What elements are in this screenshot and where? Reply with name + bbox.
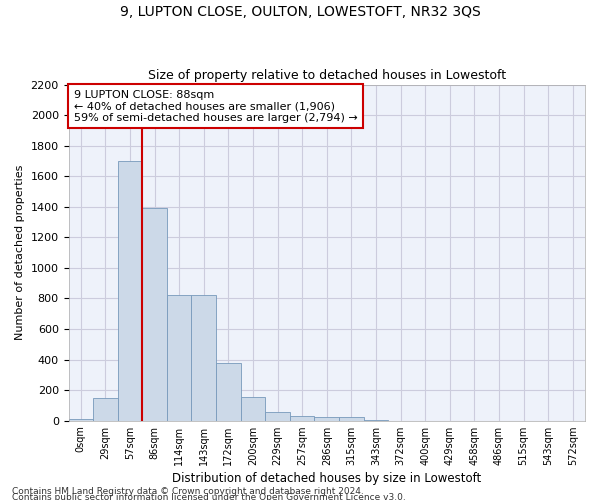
- Bar: [290, 416, 314, 420]
- Text: 9 LUPTON CLOSE: 88sqm
← 40% of detached houses are smaller (1,906)
59% of semi-d: 9 LUPTON CLOSE: 88sqm ← 40% of detached …: [74, 90, 358, 123]
- Bar: [241, 397, 265, 420]
- Bar: [265, 412, 290, 420]
- X-axis label: Distribution of detached houses by size in Lowestoft: Distribution of detached houses by size …: [172, 472, 481, 485]
- Bar: [339, 417, 364, 420]
- Bar: [68, 419, 93, 420]
- Bar: [191, 294, 216, 420]
- Y-axis label: Number of detached properties: Number of detached properties: [15, 165, 25, 340]
- Bar: [142, 208, 167, 420]
- Title: Size of property relative to detached houses in Lowestoft: Size of property relative to detached ho…: [148, 69, 506, 82]
- Bar: [314, 417, 339, 420]
- Bar: [118, 161, 142, 420]
- Text: Contains public sector information licensed under the Open Government Licence v3: Contains public sector information licen…: [12, 492, 406, 500]
- Text: 9, LUPTON CLOSE, OULTON, LOWESTOFT, NR32 3QS: 9, LUPTON CLOSE, OULTON, LOWESTOFT, NR32…: [119, 5, 481, 19]
- Bar: [167, 296, 191, 420]
- Text: Contains HM Land Registry data © Crown copyright and database right 2024.: Contains HM Land Registry data © Crown c…: [12, 486, 364, 496]
- Bar: [93, 398, 118, 420]
- Bar: [216, 362, 241, 420]
